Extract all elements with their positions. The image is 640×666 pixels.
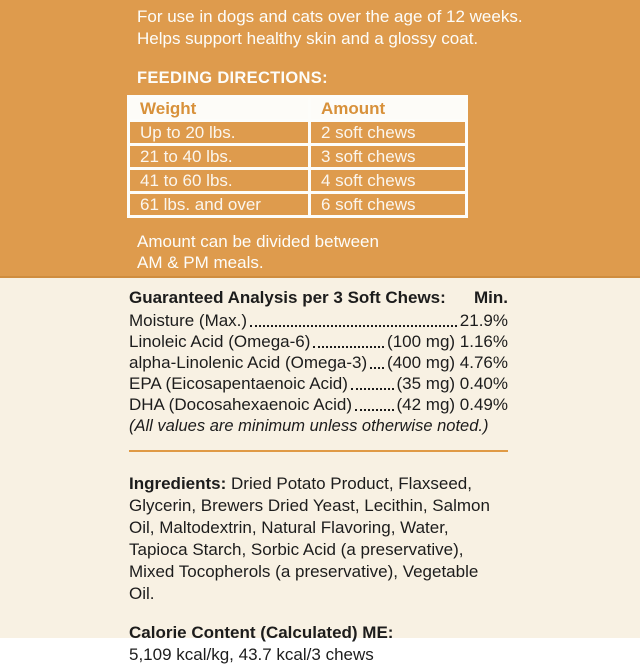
weight-column-header: Weight — [127, 95, 311, 122]
dot-leader — [250, 325, 457, 327]
analysis-footnote: (All values are minimum unless otherwise… — [129, 417, 489, 435]
weight-cell: 21 to 40 lbs. — [127, 143, 311, 170]
guaranteed-analysis-title: Guaranteed Analysis per 3 Soft Chews: — [129, 288, 446, 307]
dot-leader — [370, 367, 385, 369]
dosing-note-line: Amount can be divided between — [137, 232, 379, 251]
analysis-row: alpha-Linolenic Acid (Omega-3) (400 mg) … — [129, 352, 508, 373]
usage-intro: For use in dogs and cats over the age of… — [137, 6, 523, 50]
analysis-value: (42 mg) 0.49% — [396, 395, 509, 414]
ingredients-paragraph: Ingredients: Dried Potato Product, Flaxs… — [129, 473, 508, 605]
table-row: 21 to 40 lbs. 3 soft chews — [127, 143, 468, 170]
amount-column-header: Amount — [308, 95, 468, 122]
analysis-value: 21.9% — [459, 311, 508, 330]
dosing-note: Amount can be divided between AM & PM me… — [137, 231, 379, 273]
analysis-label: DHA (Docosahexaenoic Acid) — [129, 395, 353, 414]
dot-leader — [350, 388, 394, 390]
amount-cell: 3 soft chews — [308, 143, 468, 170]
table-row: 61 lbs. and over 6 soft chews — [127, 191, 468, 218]
amount-cell: 6 soft chews — [308, 191, 468, 218]
usage-intro-line: Helps support healthy skin and a glossy … — [137, 29, 479, 48]
min-column-label: Min. — [474, 288, 508, 307]
dot-leader — [313, 346, 385, 348]
analysis-row: Moisture (Max.) 21.9% — [129, 310, 508, 331]
analysis-value: (400 mg) 4.76% — [387, 353, 508, 372]
section-divider — [129, 450, 508, 452]
analysis-row: Linoleic Acid (Omega-6) (100 mg) 1.16% — [129, 331, 508, 352]
table-header-row: Weight Amount — [127, 95, 468, 122]
weight-cell: Up to 20 lbs. — [127, 119, 311, 146]
ingredients-text: Dried Potato Product, Flaxseed, Glycerin… — [129, 474, 490, 603]
amount-cell: 2 soft chews — [308, 119, 468, 146]
analysis-value: (100 mg) 1.16% — [387, 332, 508, 351]
calorie-content-block: Calorie Content (Calculated) ME: 5,109 k… — [129, 622, 508, 666]
analysis-row: DHA (Docosahexaenoic Acid) (42 mg) 0.49% — [129, 394, 508, 415]
analysis-row: EPA (Eicosapentaenoic Acid) (35 mg) 0.40… — [129, 373, 508, 394]
weight-cell: 41 to 60 lbs. — [127, 167, 311, 194]
dot-leader — [355, 409, 394, 411]
table-row: Up to 20 lbs. 2 soft chews — [127, 119, 468, 146]
ingredients-label: Ingredients: — [129, 474, 227, 493]
analysis-label: Linoleic Acid (Omega-6) — [129, 332, 311, 351]
guaranteed-analysis-header: Guaranteed Analysis per 3 Soft Chews: Mi… — [129, 287, 508, 308]
calorie-content-heading: Calorie Content (Calculated) ME: — [129, 623, 394, 642]
analysis-label: Moisture (Max.) — [129, 311, 248, 330]
table-row: 41 to 60 lbs. 4 soft chews — [127, 167, 468, 194]
amount-cell: 4 soft chews — [308, 167, 468, 194]
weight-cell: 61 lbs. and over — [127, 191, 311, 218]
feeding-directions-heading: FEEDING DIRECTIONS: — [137, 69, 328, 87]
analysis-label: alpha-Linolenic Acid (Omega-3) — [129, 353, 368, 372]
feeding-directions-table: Weight Amount Up to 20 lbs. 2 soft chews… — [127, 95, 468, 218]
dosing-note-line: AM & PM meals. — [137, 253, 264, 272]
calorie-content-value: 5,109 kcal/kg, 43.7 kcal/3 chews — [129, 645, 374, 664]
usage-intro-line: For use in dogs and cats over the age of… — [137, 7, 523, 26]
analysis-label: EPA (Eicosapentaenoic Acid) — [129, 374, 348, 393]
analysis-value: (35 mg) 0.40% — [396, 374, 509, 393]
label-bottom-section: Guaranteed Analysis per 3 Soft Chews: Mi… — [0, 278, 640, 664]
label-top-section: For use in dogs and cats over the age of… — [0, 0, 640, 278]
